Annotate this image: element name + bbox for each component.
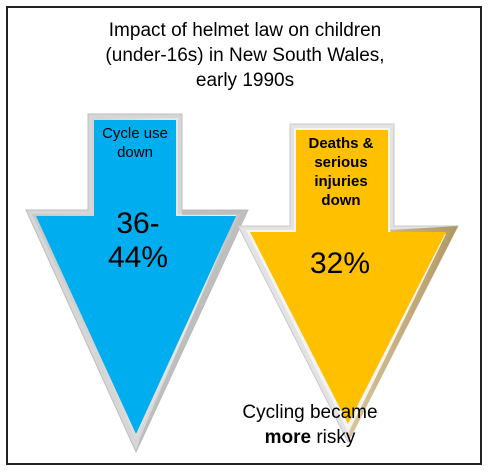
caption-line1: Cycling became	[242, 402, 378, 423]
caption-rest: risky	[311, 427, 356, 448]
cycle-use-arrow	[25, 113, 249, 454]
diagram-title: Impact of helmet law on children (under-…	[105, 20, 385, 91]
deaths-injuries-label: Deaths & serious injuries down	[308, 135, 374, 209]
caption-emphasis: more	[264, 427, 312, 448]
deaths-injuries-value: 32%	[309, 247, 371, 280]
deaths-injuries-arrow	[237, 123, 459, 444]
caption-line2: more risky	[200, 425, 420, 450]
cycle-use-label: Cycle use down	[102, 125, 168, 161]
cycle-use-value: 36- 44%	[107, 207, 169, 274]
caption: Cycling became more risky	[200, 400, 420, 450]
